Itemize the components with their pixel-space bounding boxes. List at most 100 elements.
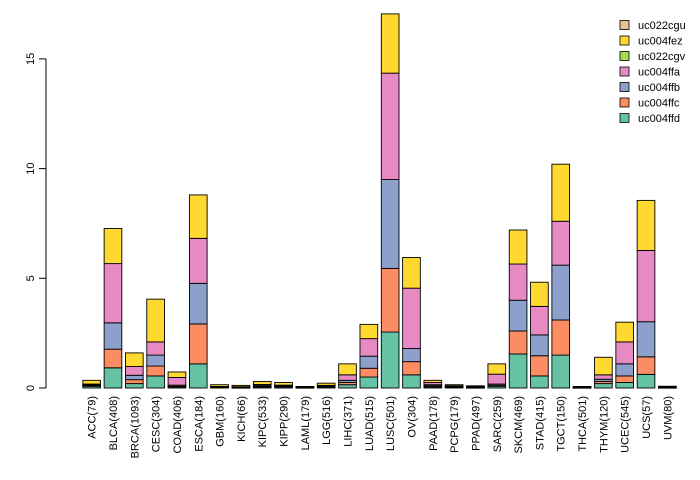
bar-stack bbox=[444, 384, 464, 389]
bar-segment-uc004ffd bbox=[508, 353, 528, 389]
bar-stack bbox=[551, 163, 571, 389]
x-tick-label: UVM(80) bbox=[662, 396, 674, 440]
legend-item: uc004ffb bbox=[619, 82, 680, 94]
legend-swatch bbox=[619, 66, 630, 77]
y-tick-label: 5 bbox=[25, 275, 37, 281]
bar-segment-uc004ffc bbox=[636, 356, 656, 375]
bar-segment-uc004ffc bbox=[551, 319, 571, 356]
bar-stack bbox=[359, 323, 379, 389]
bar-stack bbox=[466, 385, 485, 389]
x-tick-label: OV(304) bbox=[406, 396, 418, 438]
bar-stack bbox=[210, 384, 229, 389]
bar-segment-uc004ffa bbox=[167, 377, 187, 386]
bar-segment-uc004fez bbox=[167, 371, 187, 378]
bar-segment-uc004fez bbox=[402, 257, 421, 289]
bar-segment-uc004fez bbox=[466, 385, 485, 388]
bar-segment-uc004fez bbox=[338, 363, 357, 376]
bar-segment-uc004ffd bbox=[402, 374, 421, 389]
legend-swatch bbox=[619, 35, 630, 46]
x-tick-label: THYM(120) bbox=[598, 396, 610, 453]
bar-segment-uc004ffa bbox=[636, 249, 656, 323]
bar-segment-uc004ffc bbox=[402, 361, 421, 376]
bar-stack bbox=[615, 321, 634, 389]
bar-segment-uc004ffb bbox=[530, 334, 549, 357]
bar-segment-uc004ffd bbox=[103, 367, 123, 389]
bar-segment-uc004ffb bbox=[402, 348, 421, 363]
bar-segment-uc004fez bbox=[508, 229, 528, 265]
bar-segment-uc004fez bbox=[380, 13, 400, 74]
bar-stack bbox=[103, 228, 123, 389]
bar-segment-uc004fez bbox=[316, 382, 336, 386]
bar-segment-uc004fez bbox=[530, 281, 549, 307]
bar-stack bbox=[125, 352, 144, 389]
bar-stack bbox=[231, 384, 251, 389]
bar-stack bbox=[167, 371, 187, 389]
bar-segment-uc004ffc bbox=[508, 330, 528, 355]
x-tick-label: THCA(501) bbox=[577, 396, 589, 452]
x-axis-labels: ACC(79) BLCA(408) BRCA(1093) CESC(304) COAD(… bbox=[87, 396, 675, 458]
bar-segment-uc004ffb bbox=[508, 299, 528, 332]
bar-segment-uc004ffb bbox=[551, 264, 571, 321]
bar-stack bbox=[295, 386, 315, 389]
bar-segment-uc004ffa bbox=[402, 287, 421, 349]
bar-segment-uc004fez bbox=[125, 352, 144, 367]
x-tick-label: KICH(66) bbox=[236, 396, 248, 442]
x-tick-label: ESCA(184) bbox=[193, 396, 205, 452]
legend: uc022cgu uc004fez uc022cgv uc004ffa uc004ffb… bbox=[619, 20, 686, 125]
bar-segment-uc004fez bbox=[274, 382, 293, 386]
x-tick-label: GBM(160) bbox=[215, 396, 227, 447]
bar-segment-uc004ffc bbox=[359, 367, 379, 378]
bar-segment-uc004fez bbox=[188, 194, 208, 239]
x-tick-label: KIPP(290) bbox=[279, 396, 291, 447]
bar-stack bbox=[274, 382, 293, 389]
bar-segment-uc004ffc bbox=[103, 348, 123, 369]
x-tick-label: LGG(516) bbox=[321, 396, 333, 445]
bar-segment-uc004fez bbox=[615, 321, 634, 343]
bar-segment-uc004ffa bbox=[594, 374, 613, 380]
bar-segment-uc004ffd bbox=[125, 383, 144, 389]
bar-segment-uc004fez bbox=[103, 228, 123, 265]
bar-segment-uc004ffb bbox=[103, 322, 123, 350]
bar-segment-uc004ffa bbox=[380, 72, 400, 181]
bar-segment-uc004ffb bbox=[636, 321, 656, 358]
bar-stack bbox=[82, 379, 101, 389]
bar-segment-uc004ffb bbox=[359, 355, 379, 369]
legend-label: uc022cgv bbox=[638, 51, 686, 63]
legend-label: uc004ffb bbox=[638, 82, 680, 94]
legend-item: uc004ffd bbox=[619, 113, 680, 125]
x-tick-label: KIPC(533) bbox=[257, 396, 269, 447]
y-axis: 0 5 10 15 bbox=[25, 53, 47, 391]
x-tick-label: LAML(179) bbox=[300, 396, 312, 450]
legend-swatch bbox=[619, 51, 630, 61]
bar-segment-uc004fez bbox=[594, 356, 613, 376]
bar-segment-uc004ffa bbox=[615, 341, 634, 365]
bar-segment-uc004ffa bbox=[188, 237, 208, 284]
x-tick-label: SKCM(469) bbox=[513, 396, 525, 453]
bar-segment-uc004ffd bbox=[188, 363, 208, 389]
y-tick-label: 0 bbox=[25, 385, 37, 391]
bar-segment-uc004ffc bbox=[530, 355, 549, 377]
bar-segment-uc004ffa bbox=[103, 263, 123, 324]
bar-stack bbox=[508, 229, 528, 389]
bar-segment-uc004fez bbox=[231, 384, 251, 388]
bar-stack bbox=[530, 281, 549, 389]
legend-item: uc022cgu bbox=[619, 20, 686, 32]
bar-stack bbox=[146, 298, 165, 389]
bar-segment-uc004ffc bbox=[146, 365, 165, 377]
x-tick-label: CESC(304) bbox=[151, 396, 163, 452]
legend-item: uc004fez bbox=[619, 35, 683, 48]
legend-swatch bbox=[619, 82, 630, 92]
x-tick-label: LUAD(515) bbox=[364, 396, 376, 451]
bar-segment-uc004ffc bbox=[125, 379, 144, 385]
bar-segment-uc004fez bbox=[82, 379, 101, 385]
x-tick-label: UCS(57) bbox=[641, 396, 653, 439]
bar-segment-uc004fez bbox=[658, 385, 677, 388]
bar-stack bbox=[572, 386, 592, 389]
legend-item: uc022cgv bbox=[619, 51, 686, 63]
bar-stack bbox=[380, 13, 400, 389]
bar-segment-uc004fez bbox=[359, 323, 379, 340]
legend-label: uc004ffc bbox=[638, 98, 680, 110]
bar-segment-uc004ffd bbox=[530, 375, 549, 389]
bar-segment-uc004ffa bbox=[530, 305, 549, 336]
